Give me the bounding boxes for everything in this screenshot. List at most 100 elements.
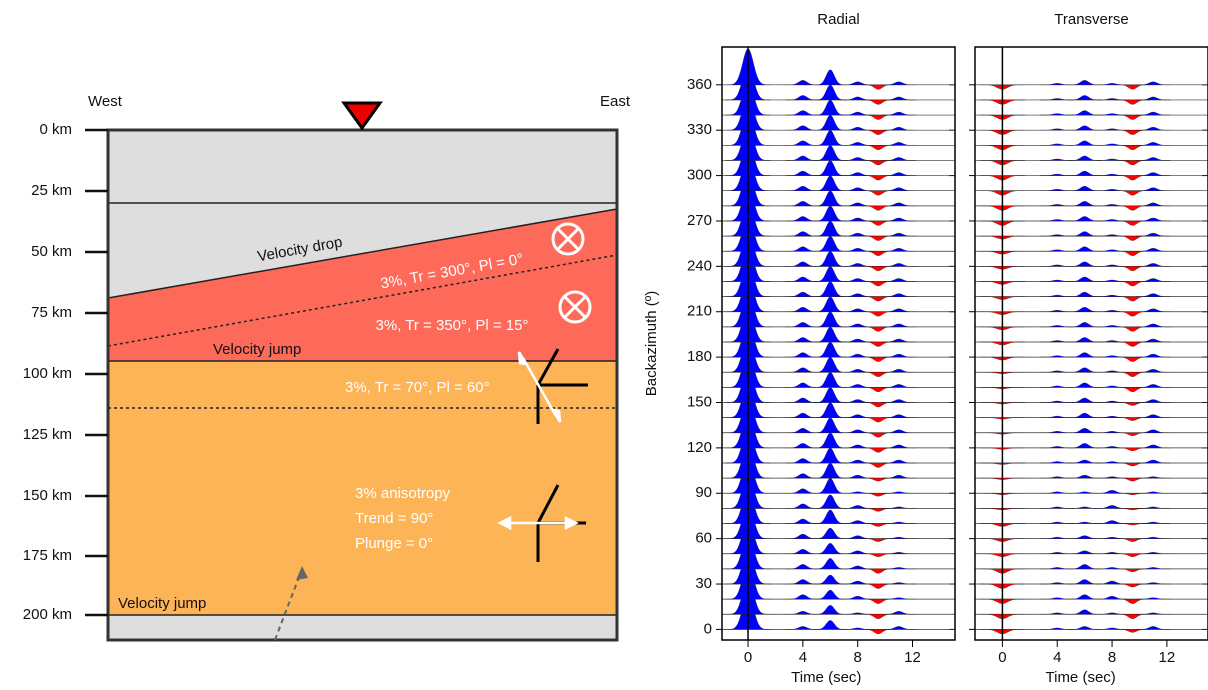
pulse: [785, 488, 821, 494]
pulse: [785, 261, 821, 267]
pulse: [860, 508, 896, 512]
bottom-layer: [108, 615, 617, 640]
pulse: [785, 518, 821, 524]
pulse: [785, 397, 821, 403]
pulse: [785, 170, 821, 176]
pulse: [1115, 311, 1150, 317]
pulse: [881, 506, 917, 509]
pulse: [840, 278, 875, 282]
pulse: [881, 491, 917, 494]
pulse: [1115, 417, 1150, 421]
pulse: [881, 429, 917, 433]
pulse: [881, 384, 917, 388]
x-tick-label: 8: [854, 649, 862, 666]
pulse: [881, 399, 917, 403]
pulse: [785, 412, 821, 418]
y-tick-label: 60: [695, 530, 712, 547]
pulse: [840, 353, 875, 358]
pulse: [860, 553, 896, 557]
pulse: [785, 579, 821, 585]
pulse: [1135, 187, 1171, 191]
pulse: [881, 369, 917, 373]
x-tick-label: 8: [1108, 649, 1116, 666]
pulse: [1135, 429, 1171, 433]
pulse: [812, 266, 848, 282]
pulse: [1115, 99, 1150, 105]
pulse: [812, 281, 848, 297]
pulse: [840, 202, 875, 206]
y-tick-label: 360: [687, 76, 712, 93]
pulse: [860, 523, 896, 527]
y-tick-label: 120: [687, 439, 712, 456]
pulse: [1115, 220, 1150, 226]
pulse: [785, 503, 821, 509]
pulse: [1135, 626, 1171, 630]
pulse: [881, 353, 917, 358]
pulse: [881, 582, 917, 585]
pulse: [881, 459, 917, 464]
pulse: [1094, 490, 1130, 494]
earth-model: West East Velocity drop 3%, Tr = 300°, P…: [88, 93, 631, 642]
pulse: [860, 341, 896, 347]
pulse: [812, 620, 848, 630]
y-tick-label: 0: [704, 620, 712, 637]
fast-axis-arrow: [497, 351, 579, 531]
pulse: [881, 293, 917, 297]
y-tick-label: 270: [687, 212, 712, 229]
pulse: [1115, 538, 1150, 542]
pulse: [840, 263, 875, 267]
pulse: [840, 414, 875, 418]
pulse: [1135, 399, 1171, 403]
pulse: [840, 595, 875, 600]
y-tick-label: 180: [687, 348, 712, 365]
pulse: [860, 477, 896, 482]
pulse: [1135, 444, 1171, 449]
pulse: [860, 190, 896, 196]
pulse: [1067, 231, 1102, 237]
pulse: [785, 125, 821, 131]
pulse: [881, 157, 917, 161]
pulse: [1067, 367, 1102, 373]
pulse: [812, 574, 848, 585]
symbol-into-page: [551, 222, 592, 324]
pulse: [812, 462, 848, 479]
pulse: [785, 352, 821, 358]
pulse: [785, 231, 821, 237]
pulse: [881, 187, 917, 191]
y-tick-label: 150: [687, 393, 712, 410]
pulse: [1115, 372, 1150, 377]
y-tick-label: 330: [687, 121, 712, 138]
pulse: [785, 382, 821, 388]
pulse: [1115, 583, 1150, 588]
pulse: [785, 80, 821, 85]
pulse: [785, 276, 821, 282]
pulse: [1135, 369, 1171, 373]
pulse: [1135, 476, 1171, 479]
y-tick-label: 240: [687, 257, 712, 274]
pulse: [840, 369, 875, 373]
ray-path: [274, 569, 303, 641]
pulse: [840, 248, 875, 252]
y-tick-label: 90: [695, 484, 712, 501]
chart-title: Transverse: [1054, 11, 1128, 28]
pulse: [785, 533, 821, 539]
pulse: [840, 293, 875, 297]
pulse: [1115, 462, 1150, 467]
x-tick-label: 4: [1053, 649, 1061, 666]
pulse: [881, 127, 917, 131]
interface-dashed: [107, 254, 618, 347]
pulse: [1135, 536, 1171, 539]
pulse: [860, 356, 896, 362]
pulse: [840, 565, 875, 570]
pulse: [785, 186, 821, 191]
pulse: [860, 296, 896, 302]
pulse: [1067, 216, 1102, 222]
pulse: [812, 235, 848, 252]
pulse: [840, 142, 875, 146]
pulse: [785, 95, 821, 101]
pulse: [860, 220, 896, 226]
pulse: [860, 251, 896, 256]
pulse: [812, 326, 848, 343]
pulse: [1115, 84, 1150, 90]
x-axis-label: Time (sec): [1046, 669, 1116, 686]
